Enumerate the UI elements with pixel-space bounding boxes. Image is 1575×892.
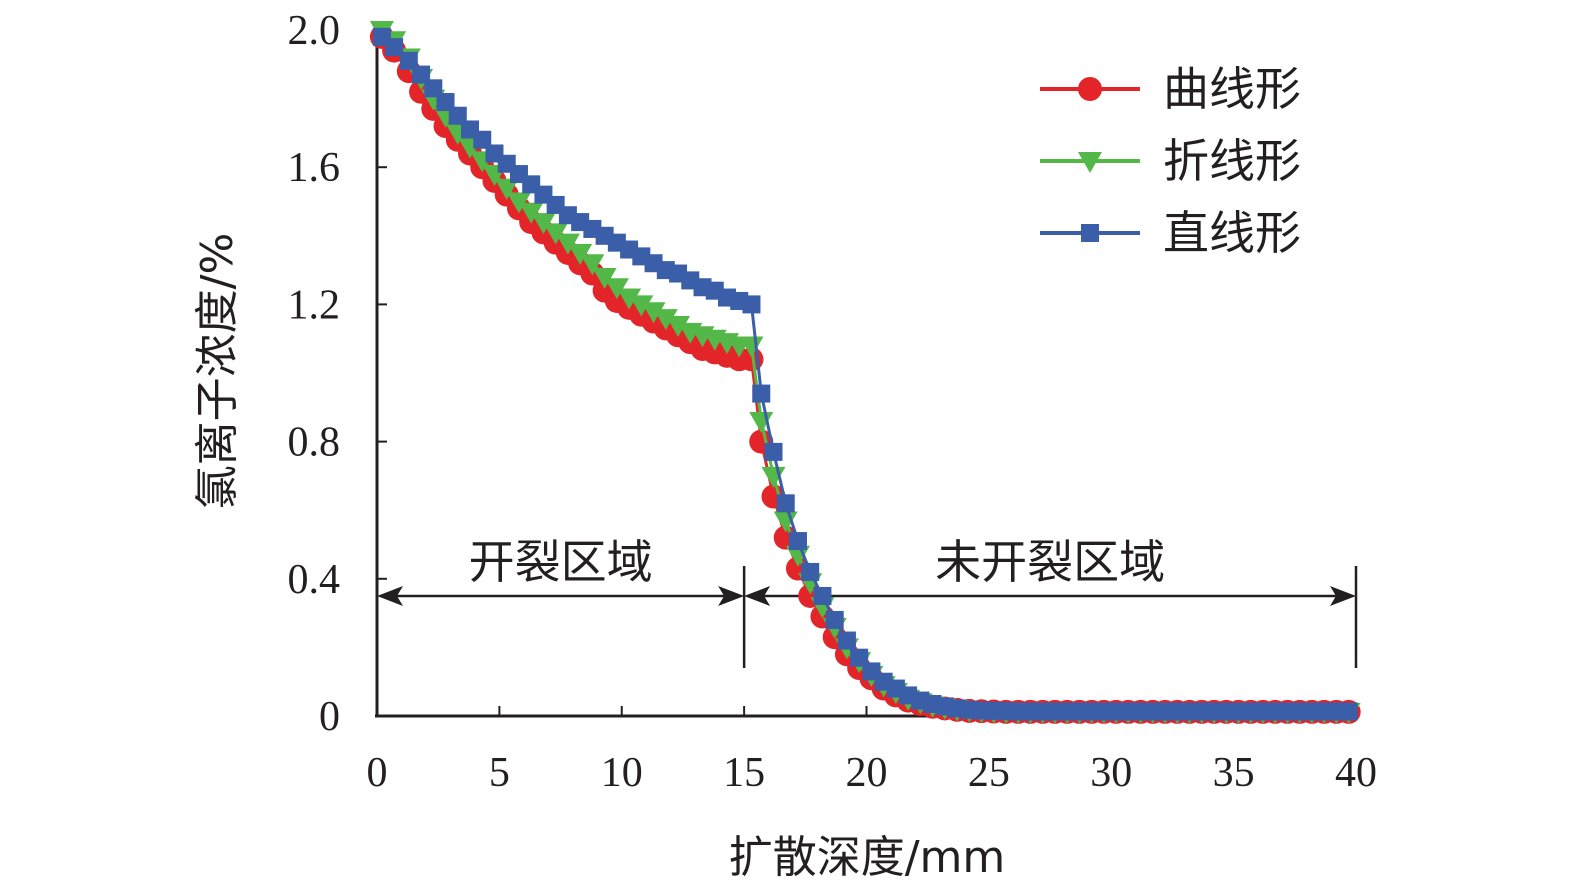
- data-point: [543, 223, 568, 245]
- data-point: [742, 295, 761, 314]
- region-label: 开裂区域: [469, 535, 653, 589]
- legend-label: 直线形: [1163, 206, 1301, 260]
- data-point: [617, 288, 642, 310]
- data-point: [752, 384, 771, 403]
- region-label: 未开裂区域: [935, 535, 1165, 589]
- x-tick-label: 40: [1335, 750, 1377, 796]
- data-point: [473, 130, 492, 149]
- data-point: [739, 336, 764, 358]
- x-tick-label: 15: [723, 750, 765, 796]
- data-point: [764, 442, 783, 461]
- region-arrow-head-right: [1330, 586, 1356, 606]
- x-axis-title: 扩散深度/mm: [729, 832, 1006, 883]
- data-point: [785, 545, 810, 567]
- axes-group: [375, 27, 1358, 718]
- x-tick-label: 10: [601, 750, 643, 796]
- data-point: [436, 93, 455, 112]
- x-tick-label: 25: [968, 750, 1010, 796]
- data-point: [850, 648, 869, 667]
- x-tick-label: 0: [367, 750, 388, 796]
- region-arrow-head-right: [718, 586, 745, 606]
- legend-item: 直线形: [1040, 206, 1301, 260]
- data-point: [592, 267, 617, 289]
- y-tick-label: 2.0: [288, 8, 341, 54]
- data-point: [580, 254, 605, 276]
- data-point: [801, 562, 820, 581]
- data-point: [1078, 77, 1102, 101]
- y-axis-title: 氯离子浓度/%: [192, 233, 243, 510]
- y-tick-label: 0: [319, 694, 340, 740]
- series-circle: [369, 24, 1361, 724]
- data-point: [385, 38, 404, 57]
- data-point: [776, 494, 795, 513]
- data-point: [813, 586, 832, 605]
- region-arrow-head-left: [377, 586, 403, 606]
- data-point: [555, 233, 580, 255]
- x-tick-label: 30: [1090, 750, 1132, 796]
- data-point: [1081, 224, 1099, 242]
- data-point: [653, 309, 678, 331]
- data-point: [568, 243, 593, 265]
- series-line: [380, 28, 1349, 714]
- data-point: [837, 631, 856, 650]
- data-point: [424, 79, 443, 98]
- data-point: [604, 278, 629, 300]
- data-point: [773, 511, 798, 533]
- legend-item: 折线形: [1040, 134, 1301, 188]
- series-triangle-down: [369, 21, 1361, 724]
- data-point: [666, 315, 691, 337]
- data-point: [494, 178, 519, 200]
- series-layer: [369, 21, 1361, 724]
- data-point: [825, 610, 844, 629]
- legend-item: 曲线形: [1040, 62, 1301, 116]
- y-tick-label: 1.6: [288, 145, 341, 191]
- data-point: [788, 532, 807, 551]
- data-point: [531, 213, 556, 235]
- ticks-group: 0 5 10 15 20 25 30 35 40 0 0.4 0.8 1.2 1.6 2.0: [288, 8, 1378, 796]
- legend-label: 曲线形: [1163, 62, 1301, 116]
- x-tick-label: 20: [846, 750, 888, 796]
- x-tick-label: 5: [489, 750, 510, 796]
- data-point: [641, 302, 666, 324]
- series-square: [372, 27, 1358, 721]
- data-point: [1339, 702, 1358, 721]
- y-tick-label: 0.4: [288, 557, 341, 603]
- data-point: [399, 51, 418, 70]
- region-arrow-head-left: [744, 586, 771, 606]
- data-point: [519, 202, 544, 224]
- y-tick-label: 0.8: [288, 420, 341, 466]
- data-point: [1078, 152, 1102, 173]
- data-point: [448, 106, 467, 125]
- data-point: [506, 192, 531, 214]
- legend-label: 折线形: [1163, 134, 1301, 188]
- data-point: [629, 295, 654, 317]
- regions-group: 开裂区域 未开裂区域: [377, 535, 1358, 668]
- data-point: [412, 65, 431, 84]
- y-tick-label: 1.2: [288, 282, 341, 328]
- x-tick-label: 35: [1213, 750, 1255, 796]
